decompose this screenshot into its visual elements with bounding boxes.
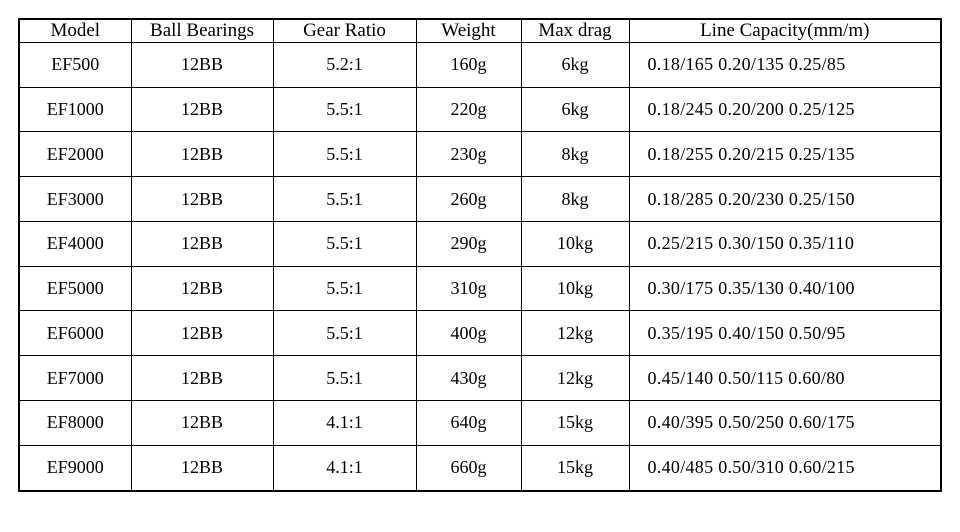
cell-model: EF5000 (18, 265, 132, 312)
cell-line-capacity: 0.25/215 0.30/150 0.35/110 (628, 220, 942, 267)
column-header-weight: Weight (415, 18, 522, 43)
cell-line-capacity: 0.18/285 0.20/230 0.25/150 (628, 176, 942, 222)
cell-weight: 290g (415, 220, 522, 267)
cell-weight: 230g (415, 131, 522, 178)
cell-ball-bearings: 12BB (130, 310, 274, 357)
cell-ball-bearings: 12BB (130, 176, 274, 222)
cell-weight: 220g (415, 86, 522, 133)
cell-weight: 430g (415, 355, 522, 401)
cell-gear-ratio: 5.2:1 (272, 42, 417, 88)
cell-weight: 160g (415, 42, 522, 88)
cell-model: EF8000 (18, 399, 132, 446)
cell-gear-ratio: 5.5:1 (272, 131, 417, 178)
table-row: EF6000 12BB 5.5:1 400g 12kg 0.35/195 0.4… (18, 310, 942, 357)
table-row: EF9000 12BB 4.1:1 660g 15kg 0.40/485 0.5… (18, 444, 942, 492)
column-header-ball-bearings: Ball Bearings (130, 18, 274, 43)
table-row: EF7000 12BB 5.5:1 430g 12kg 0.45/140 0.5… (18, 355, 942, 401)
cell-ball-bearings: 12BB (130, 399, 274, 446)
cell-ball-bearings: 12BB (130, 220, 274, 267)
cell-line-capacity: 0.45/140 0.50/115 0.60/80 (628, 355, 942, 401)
cell-max-drag: 15kg (520, 444, 630, 492)
cell-ball-bearings: 12BB (130, 355, 274, 401)
cell-max-drag: 15kg (520, 399, 630, 446)
column-header-max-drag: Max drag (520, 18, 630, 43)
cell-model: EF2000 (18, 131, 132, 178)
cell-weight: 640g (415, 399, 522, 446)
cell-line-capacity: 0.18/245 0.20/200 0.25/125 (628, 86, 942, 133)
cell-gear-ratio: 5.5:1 (272, 265, 417, 312)
cell-ball-bearings: 12BB (130, 131, 274, 178)
cell-ball-bearings: 12BB (130, 265, 274, 312)
cell-weight: 660g (415, 444, 522, 492)
cell-model: EF9000 (18, 444, 132, 492)
cell-line-capacity: 0.30/175 0.35/130 0.40/100 (628, 265, 942, 312)
cell-model: EF500 (18, 42, 132, 88)
cell-line-capacity: 0.40/395 0.50/250 0.60/175 (628, 399, 942, 446)
cell-weight: 310g (415, 265, 522, 312)
table-row: EF3000 12BB 5.5:1 260g 8kg 0.18/285 0.20… (18, 176, 942, 222)
cell-model: EF3000 (18, 176, 132, 222)
cell-weight: 400g (415, 310, 522, 357)
cell-model: EF4000 (18, 220, 132, 267)
cell-max-drag: 6kg (520, 86, 630, 133)
column-header-gear-ratio: Gear Ratio (272, 18, 417, 43)
reel-spec-table: Model Ball Bearings Gear Ratio Weight Ma… (18, 18, 942, 492)
cell-ball-bearings: 12BB (130, 86, 274, 133)
cell-gear-ratio: 5.5:1 (272, 355, 417, 401)
cell-max-drag: 12kg (520, 355, 630, 401)
cell-line-capacity: 0.35/195 0.40/150 0.50/95 (628, 310, 942, 357)
cell-max-drag: 10kg (520, 265, 630, 312)
cell-gear-ratio: 5.5:1 (272, 176, 417, 222)
table-header-row: Model Ball Bearings Gear Ratio Weight Ma… (18, 18, 942, 43)
cell-model: EF6000 (18, 310, 132, 357)
table-row: EF1000 12BB 5.5:1 220g 6kg 0.18/245 0.20… (18, 86, 942, 133)
table-row: EF500 12BB 5.2:1 160g 6kg 0.18/165 0.20/… (18, 42, 942, 88)
table-row: EF8000 12BB 4.1:1 640g 15kg 0.40/395 0.5… (18, 399, 942, 446)
cell-line-capacity: 0.18/255 0.20/215 0.25/135 (628, 131, 942, 178)
column-header-model: Model (18, 18, 132, 43)
cell-max-drag: 8kg (520, 176, 630, 222)
cell-max-drag: 10kg (520, 220, 630, 267)
cell-gear-ratio: 4.1:1 (272, 444, 417, 492)
cell-gear-ratio: 5.5:1 (272, 220, 417, 267)
cell-gear-ratio: 5.5:1 (272, 86, 417, 133)
cell-model: EF1000 (18, 86, 132, 133)
column-header-line-capacity: Line Capacity(mm/m) (628, 18, 942, 43)
table-row: EF5000 12BB 5.5:1 310g 10kg 0.30/175 0.3… (18, 265, 942, 312)
cell-gear-ratio: 5.5:1 (272, 310, 417, 357)
cell-weight: 260g (415, 176, 522, 222)
cell-max-drag: 6kg (520, 42, 630, 88)
cell-model: EF7000 (18, 355, 132, 401)
cell-gear-ratio: 4.1:1 (272, 399, 417, 446)
cell-ball-bearings: 12BB (130, 42, 274, 88)
cell-line-capacity: 0.40/485 0.50/310 0.60/215 (628, 444, 942, 492)
table-row: EF2000 12BB 5.5:1 230g 8kg 0.18/255 0.20… (18, 131, 942, 178)
cell-max-drag: 12kg (520, 310, 630, 357)
table-row: EF4000 12BB 5.5:1 290g 10kg 0.25/215 0.3… (18, 220, 942, 267)
cell-ball-bearings: 12BB (130, 444, 274, 492)
cell-line-capacity: 0.18/165 0.20/135 0.25/85 (628, 42, 942, 88)
cell-max-drag: 8kg (520, 131, 630, 178)
